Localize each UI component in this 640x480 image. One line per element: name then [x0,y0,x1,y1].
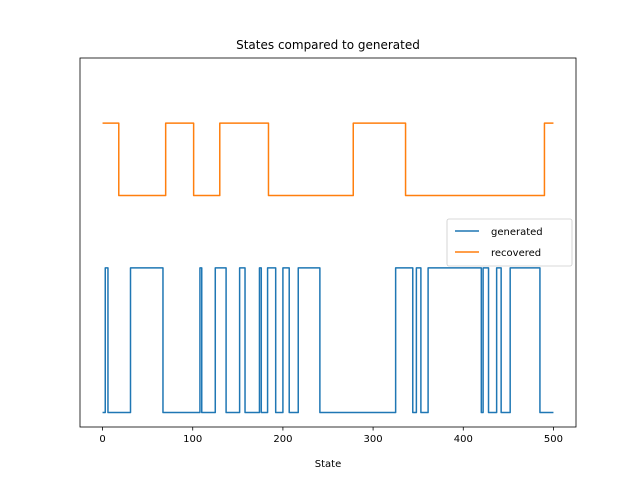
legend-label-recovered: recovered [491,248,541,259]
chart-title: States compared to generated [236,38,420,52]
x-tick-label: 100 [183,434,202,445]
x-tick-label: 0 [99,434,105,445]
legend-label-generated: generated [491,227,543,238]
series-line-recovered [102,122,554,197]
series-lines [102,122,554,414]
x-tick-label: 500 [544,434,563,445]
x-tick-label: 300 [364,434,383,445]
plot-area-frame [79,57,577,428]
x-axis-ticks: 0 100 200 300 400 500 [99,427,563,445]
series-line-generated [102,267,554,414]
x-axis-label: State [315,459,341,470]
legend: generated recovered [446,218,573,267]
x-tick-label: 200 [273,434,292,445]
x-tick-label: 400 [454,434,473,445]
